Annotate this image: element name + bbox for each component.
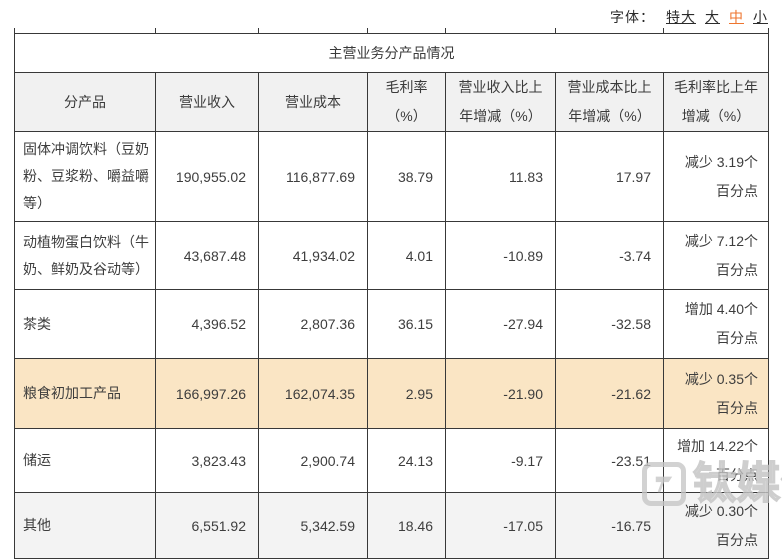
font-size-medium-link[interactable]: 中 [729, 9, 744, 25]
cell-margin: 18.46 [367, 492, 446, 559]
font-size-small-link[interactable]: 小 [753, 9, 768, 25]
cell-margin-yoy: 减少 0.30个百分点 [663, 492, 769, 559]
table-row: 其他 6,551.92 5,342.59 18.46 -17.05 -16.75… [14, 492, 769, 559]
cell-margin: 4.01 [367, 221, 446, 290]
cell-cost: 5,342.59 [258, 492, 368, 559]
cell-margin-yoy: 增加 4.40个百分点 [663, 289, 769, 359]
table-row: 茶类 4,396.52 2,807.36 36.15 -27.94 -32.58… [14, 289, 769, 359]
cell-cost: 162,074.35 [258, 358, 368, 429]
clipped-top-row [14, 28, 769, 34]
cell-margin-yoy: 减少 7.12个百分点 [663, 221, 769, 290]
cell-cost: 2,807.36 [258, 289, 368, 359]
cell-cost: 41,934.02 [258, 221, 368, 290]
cell-cost: 116,877.69 [258, 131, 368, 222]
cell-product: 固体冲调饮料（豆奶粉、豆浆粉、嚼益嚼等） [14, 131, 156, 222]
cell-revenue-yoy: -21.90 [445, 358, 556, 429]
main-business-product-table: 主营业务分产品情况 分产品 营业收入 营业成本 毛利率（%） 营业收入比上年增减… [14, 28, 769, 559]
cell-revenue-yoy: -27.94 [445, 289, 556, 359]
cell-margin-yoy: 减少 3.19个百分点 [663, 131, 769, 222]
font-size-selector: 字体： 特大 大 中 小 [610, 7, 768, 27]
cell-margin: 36.15 [367, 289, 446, 359]
page: 字体： 特大 大 中 小 主营业务分产品情况 分产品 营业收入 营业成本 毛利率… [14, 7, 782, 559]
cell-revenue: 3,823.43 [155, 428, 259, 493]
cell-margin: 2.95 [367, 358, 446, 429]
cell-revenue: 166,997.26 [155, 358, 259, 429]
cell-revenue-yoy: 11.83 [445, 131, 556, 222]
col-header-product: 分产品 [14, 72, 156, 132]
font-selector-label: 字体： [610, 9, 655, 25]
col-header-revenue-yoy: 营业收入比上年增减（%） [445, 72, 556, 132]
cell-margin: 24.13 [367, 428, 446, 493]
table-row: 动植物蛋白饮料（牛奶、鲜奶及谷动等） 43,687.48 41,934.02 4… [14, 221, 769, 290]
col-header-cost-yoy: 营业成本比上年增减（%） [555, 72, 664, 132]
cell-revenue: 4,396.52 [155, 289, 259, 359]
col-header-revenue: 营业收入 [155, 72, 259, 132]
cell-margin-yoy: 增加 14.22个百分点 [663, 428, 769, 493]
cell-product: 其他 [14, 492, 156, 559]
table-row: 储运 3,823.43 2,900.74 24.13 -9.17 -23.51 … [14, 428, 769, 493]
font-size-xlarge-link[interactable]: 特大 [666, 9, 696, 25]
cell-revenue: 43,687.48 [155, 221, 259, 290]
cell-product: 储运 [14, 428, 156, 493]
cell-cost-yoy: -21.62 [555, 358, 664, 429]
cell-cost: 2,900.74 [258, 428, 368, 493]
col-header-margin: 毛利率（%） [367, 72, 446, 132]
font-size-large-link[interactable]: 大 [705, 9, 720, 25]
cell-revenue: 190,955.02 [155, 131, 259, 222]
cell-revenue-yoy: -10.89 [445, 221, 556, 290]
cell-product: 茶类 [14, 289, 156, 359]
cell-revenue: 6,551.92 [155, 492, 259, 559]
table-header-row: 分产品 营业收入 营业成本 毛利率（%） 营业收入比上年增减（%） 营业成本比上… [14, 72, 769, 132]
col-header-cost: 营业成本 [258, 72, 368, 132]
clipped-bottom-row [14, 506, 16, 512]
table-title: 主营业务分产品情况 [14, 33, 769, 73]
cell-revenue-yoy: -17.05 [445, 492, 556, 559]
cell-margin: 38.79 [367, 131, 446, 222]
col-header-margin-yoy: 毛利率比上年增减（%） [663, 72, 769, 132]
cell-cost-yoy: -3.74 [555, 221, 664, 290]
cell-cost-yoy: -16.75 [555, 492, 664, 559]
cell-margin-yoy: 减少 0.35个百分点 [663, 358, 769, 429]
cell-product: 粮食初加工产品 [14, 358, 156, 429]
cell-product: 动植物蛋白饮料（牛奶、鲜奶及谷动等） [14, 221, 156, 290]
cell-cost-yoy: -23.51 [555, 428, 664, 493]
table-row: 固体冲调饮料（豆奶粉、豆浆粉、嚼益嚼等） 190,955.02 116,877.… [14, 131, 769, 222]
cell-revenue-yoy: -9.17 [445, 428, 556, 493]
cell-cost-yoy: -32.58 [555, 289, 664, 359]
table-title-row: 主营业务分产品情况 [14, 33, 769, 73]
cell-cost-yoy: 17.97 [555, 131, 664, 222]
table-row-highlighted: 粮食初加工产品 166,997.26 162,074.35 2.95 -21.9… [14, 358, 769, 429]
